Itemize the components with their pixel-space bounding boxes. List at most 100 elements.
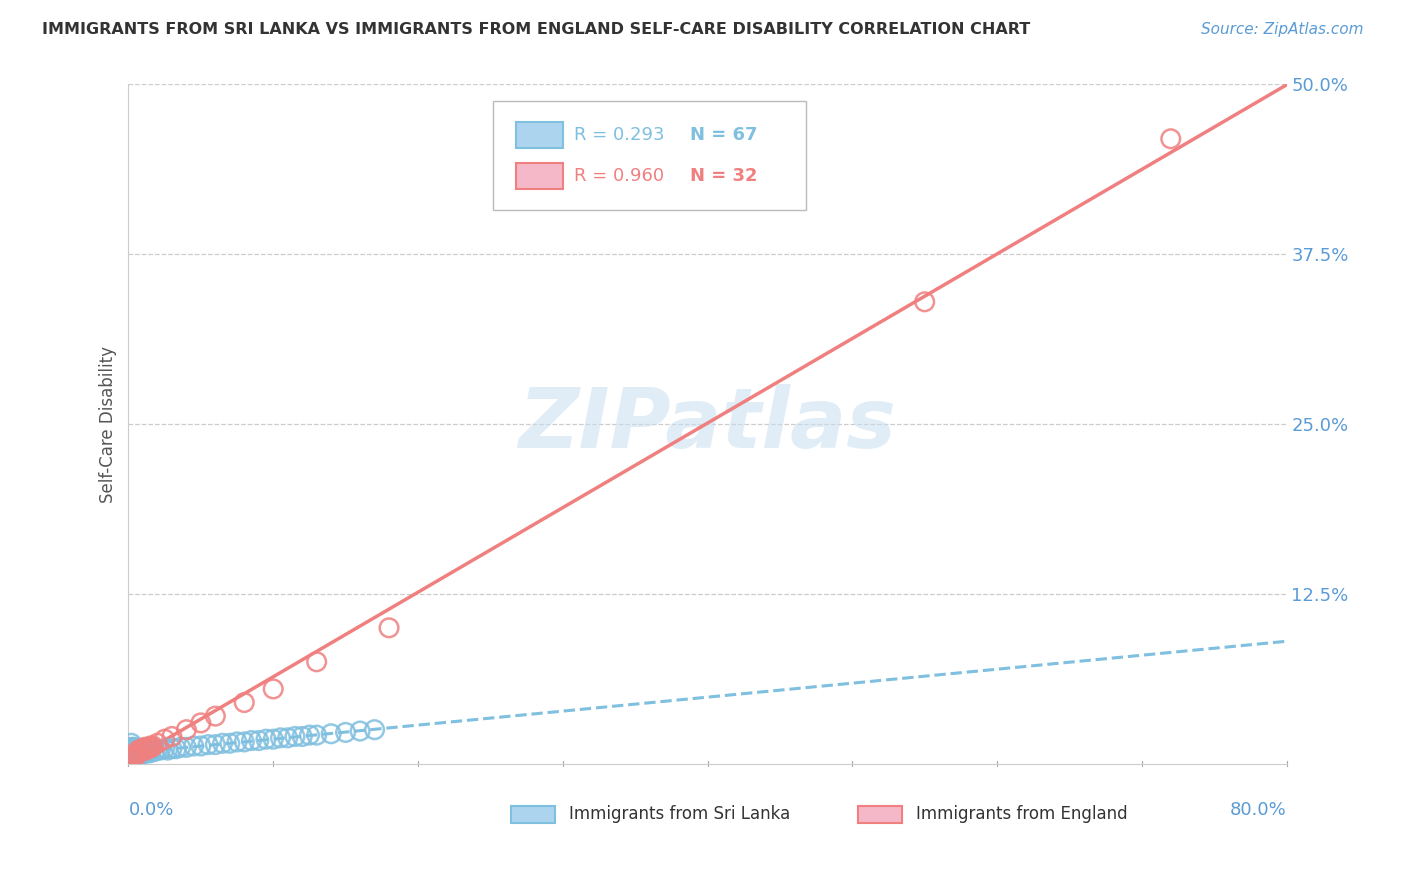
- Point: [132, 743, 155, 757]
- Point: [1160, 132, 1182, 146]
- Point: [160, 741, 183, 756]
- Point: [349, 724, 371, 739]
- Text: R = 0.960: R = 0.960: [574, 167, 665, 186]
- Point: [136, 740, 159, 755]
- Point: [121, 747, 143, 761]
- Bar: [516, 122, 562, 148]
- Text: ZIPatlas: ZIPatlas: [519, 384, 897, 465]
- Point: [132, 747, 155, 761]
- Point: [121, 749, 143, 764]
- Point: [120, 743, 142, 757]
- Text: 80.0%: 80.0%: [1230, 801, 1286, 819]
- Point: [120, 749, 142, 764]
- Point: [127, 747, 149, 761]
- Text: R = 0.293: R = 0.293: [574, 127, 665, 145]
- Point: [128, 746, 150, 760]
- Point: [141, 743, 163, 757]
- Point: [128, 748, 150, 763]
- Point: [127, 748, 149, 763]
- Point: [127, 746, 149, 760]
- Y-axis label: Self-Care Disability: Self-Care Disability: [100, 345, 117, 502]
- Point: [146, 743, 169, 757]
- Point: [226, 735, 249, 749]
- Point: [262, 681, 284, 696]
- Point: [135, 743, 157, 757]
- Point: [247, 733, 270, 747]
- Point: [914, 294, 936, 309]
- Bar: [510, 805, 554, 822]
- Point: [190, 715, 212, 730]
- Point: [378, 621, 401, 635]
- Point: [183, 739, 205, 753]
- Bar: [516, 163, 562, 189]
- Bar: [858, 805, 903, 822]
- Point: [262, 732, 284, 747]
- Point: [233, 696, 256, 710]
- Point: [197, 738, 219, 752]
- Point: [169, 740, 191, 755]
- Point: [233, 735, 256, 749]
- Point: [121, 749, 143, 764]
- Point: [138, 744, 160, 758]
- Point: [321, 727, 343, 741]
- Point: [143, 744, 166, 758]
- Point: [277, 731, 299, 745]
- Point: [122, 740, 145, 755]
- Point: [131, 743, 153, 757]
- Point: [218, 736, 240, 750]
- Point: [129, 747, 152, 761]
- Point: [118, 749, 141, 764]
- Point: [118, 740, 141, 755]
- Point: [305, 655, 328, 669]
- Point: [284, 730, 307, 744]
- Text: IMMIGRANTS FROM SRI LANKA VS IMMIGRANTS FROM ENGLAND SELF-CARE DISABILITY CORREL: IMMIGRANTS FROM SRI LANKA VS IMMIGRANTS …: [42, 22, 1031, 37]
- Point: [120, 751, 142, 765]
- FancyBboxPatch shape: [494, 102, 806, 211]
- Text: Source: ZipAtlas.com: Source: ZipAtlas.com: [1201, 22, 1364, 37]
- Point: [134, 746, 156, 760]
- Point: [125, 748, 148, 763]
- Point: [176, 740, 198, 755]
- Text: Immigrants from England: Immigrants from England: [915, 805, 1128, 823]
- Point: [204, 738, 226, 752]
- Point: [118, 746, 141, 760]
- Point: [131, 744, 153, 758]
- Point: [153, 741, 176, 756]
- Point: [121, 744, 143, 758]
- Point: [139, 739, 162, 753]
- Point: [165, 741, 187, 756]
- Point: [211, 736, 233, 750]
- Point: [120, 736, 142, 750]
- Point: [138, 741, 160, 756]
- Point: [118, 753, 141, 767]
- Point: [146, 736, 169, 750]
- Point: [122, 747, 145, 761]
- Point: [141, 740, 163, 755]
- Point: [125, 741, 148, 756]
- Point: [128, 743, 150, 757]
- Point: [135, 744, 157, 758]
- Point: [139, 746, 162, 760]
- Point: [149, 743, 172, 757]
- Point: [190, 739, 212, 753]
- Point: [122, 744, 145, 758]
- Point: [128, 746, 150, 760]
- Point: [363, 723, 385, 737]
- Point: [128, 743, 150, 757]
- Text: N = 32: N = 32: [690, 167, 758, 186]
- Point: [127, 743, 149, 757]
- Point: [125, 748, 148, 763]
- Text: 0.0%: 0.0%: [128, 801, 174, 819]
- Point: [254, 732, 277, 747]
- Point: [176, 723, 198, 737]
- Point: [129, 744, 152, 758]
- Point: [121, 740, 143, 755]
- Point: [134, 740, 156, 755]
- Point: [160, 730, 183, 744]
- Point: [335, 725, 357, 739]
- Point: [136, 746, 159, 760]
- Point: [204, 709, 226, 723]
- Point: [298, 728, 321, 742]
- Point: [131, 747, 153, 761]
- Point: [129, 744, 152, 758]
